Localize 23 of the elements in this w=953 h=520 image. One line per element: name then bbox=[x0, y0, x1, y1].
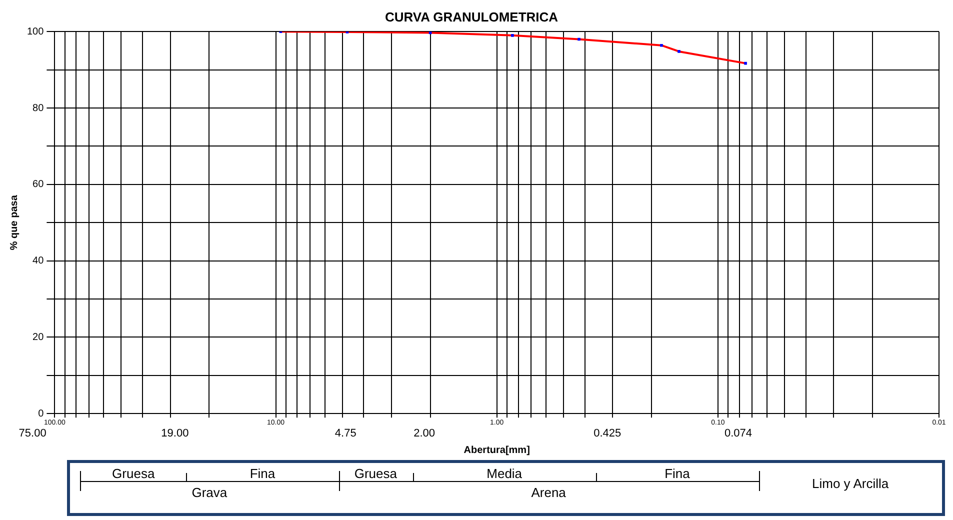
y-tick-label: 60 bbox=[32, 179, 44, 190]
text: 0.425 bbox=[594, 428, 622, 440]
text: Grava bbox=[192, 485, 228, 500]
y-tick-label: 0 bbox=[38, 408, 44, 420]
text: Arena bbox=[531, 485, 566, 500]
text: Gruesa bbox=[112, 466, 155, 481]
text: Media bbox=[486, 466, 522, 481]
text: 19.00 bbox=[161, 428, 189, 440]
y-tick-label: 80 bbox=[32, 102, 44, 114]
text: 0.074 bbox=[724, 428, 752, 440]
y-tick-label: 20 bbox=[32, 332, 44, 343]
y-tick-label: 40 bbox=[32, 256, 44, 267]
x-axis-title: Abertura[mm] bbox=[464, 444, 530, 456]
y-tick-label: 100 bbox=[26, 26, 44, 38]
text: Fina bbox=[664, 466, 690, 481]
text: 4.75 bbox=[334, 428, 356, 440]
text: Limo y Arcilla bbox=[812, 476, 889, 491]
chart-title: CURVA GRANULOMETRICA bbox=[384, 9, 559, 24]
y-axis-title: % que pasa bbox=[8, 194, 20, 250]
text: 2.00 bbox=[414, 428, 436, 440]
text: Fina bbox=[250, 466, 276, 481]
text: 75.00 bbox=[18, 428, 46, 440]
text: Gruesa bbox=[354, 466, 398, 481]
